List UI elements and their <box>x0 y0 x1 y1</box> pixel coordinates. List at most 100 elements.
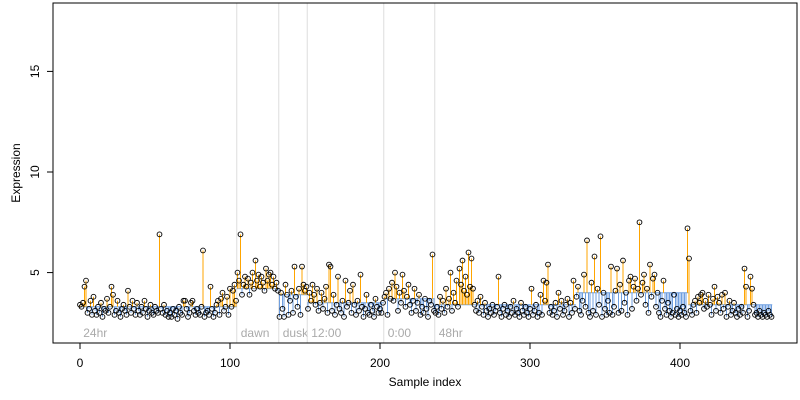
point <box>140 309 146 316</box>
point <box>411 285 418 292</box>
group-label: 48hr <box>439 326 463 340</box>
point <box>117 313 124 320</box>
x-tick-label: 400 <box>670 356 690 370</box>
point <box>324 309 331 316</box>
point <box>384 311 391 318</box>
point <box>596 301 602 308</box>
point <box>260 279 266 286</box>
point <box>372 295 379 302</box>
point <box>636 219 643 226</box>
point <box>579 297 586 304</box>
point <box>710 295 716 302</box>
point <box>726 297 733 304</box>
point <box>98 299 104 306</box>
point <box>281 313 287 320</box>
point <box>267 269 274 276</box>
point <box>594 285 601 292</box>
point <box>173 307 179 314</box>
point <box>543 279 550 286</box>
point <box>404 293 410 300</box>
point <box>705 291 712 298</box>
point <box>425 313 431 320</box>
point <box>494 303 500 310</box>
point <box>257 283 263 290</box>
point <box>366 311 373 318</box>
point <box>330 291 337 298</box>
point <box>696 299 703 306</box>
point <box>189 297 196 304</box>
point <box>582 303 589 310</box>
point <box>320 305 326 312</box>
point <box>480 311 487 318</box>
point <box>245 275 251 282</box>
point <box>398 299 404 306</box>
point <box>206 311 212 318</box>
point <box>105 309 112 316</box>
point <box>447 269 454 276</box>
point <box>458 281 464 288</box>
point <box>569 309 575 316</box>
point <box>285 311 292 318</box>
point <box>531 307 538 314</box>
point <box>216 311 223 318</box>
point <box>416 291 422 298</box>
point <box>407 301 413 308</box>
point <box>107 303 113 310</box>
point <box>648 293 655 300</box>
point <box>305 305 311 312</box>
point <box>236 277 242 284</box>
point <box>435 311 442 318</box>
point <box>651 271 658 278</box>
point <box>233 297 239 304</box>
point <box>342 277 349 284</box>
point <box>131 305 137 312</box>
point <box>176 303 182 310</box>
point <box>684 225 691 232</box>
point <box>618 307 625 314</box>
point <box>465 249 472 256</box>
point <box>527 305 533 312</box>
point <box>278 289 284 296</box>
point <box>485 313 491 320</box>
point <box>570 277 577 284</box>
point <box>590 307 596 314</box>
point <box>476 309 482 316</box>
point <box>422 295 428 302</box>
point <box>321 295 328 302</box>
point <box>518 299 524 306</box>
point <box>588 279 595 286</box>
point <box>141 297 148 304</box>
point <box>699 289 706 296</box>
point <box>80 299 86 306</box>
point <box>293 293 299 300</box>
point <box>689 311 695 318</box>
point <box>464 291 470 298</box>
point <box>243 283 250 290</box>
point <box>351 301 358 308</box>
point <box>353 311 359 318</box>
point <box>612 287 619 294</box>
point <box>525 313 532 320</box>
point <box>120 301 127 308</box>
point <box>296 285 302 292</box>
point <box>617 281 623 288</box>
point <box>86 305 92 312</box>
point <box>218 295 224 302</box>
point <box>264 277 271 284</box>
point <box>711 283 718 290</box>
point <box>297 311 304 318</box>
point <box>564 295 571 302</box>
point <box>629 305 635 312</box>
point <box>282 281 289 288</box>
point <box>608 263 614 270</box>
point <box>405 281 412 288</box>
point <box>449 307 455 314</box>
point <box>222 303 229 310</box>
point <box>479 303 485 310</box>
point <box>401 287 407 294</box>
point <box>624 311 631 318</box>
point <box>207 283 214 290</box>
point <box>720 305 727 312</box>
point <box>630 283 637 290</box>
